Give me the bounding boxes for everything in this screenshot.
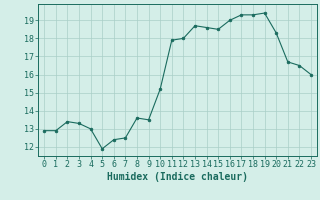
X-axis label: Humidex (Indice chaleur): Humidex (Indice chaleur) [107, 172, 248, 182]
